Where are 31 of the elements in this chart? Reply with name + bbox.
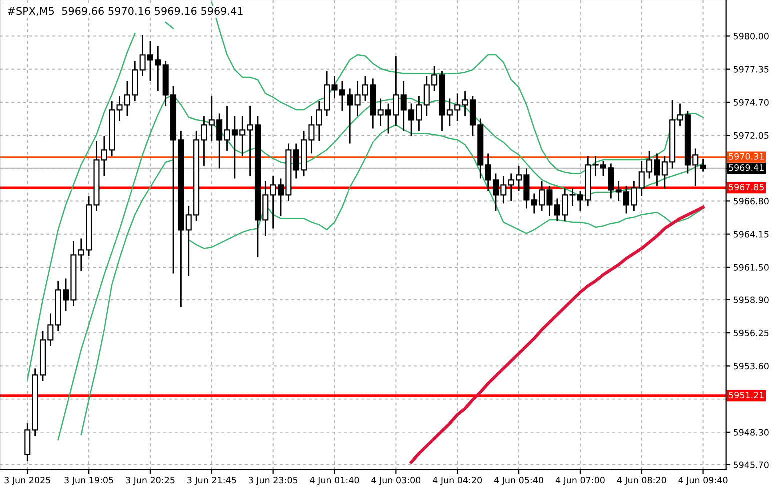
y-tick-label: 5980.00 (734, 33, 769, 40)
y-tick-label: 5945.70 (734, 462, 769, 468)
ref-line-label: 5967.85 (729, 184, 764, 191)
text: #SPX,M5 5969.66 5970.16 5969.16 5969.41 (8, 7, 243, 16)
x-tick-label: 4 Jun 04:20 (433, 477, 482, 486)
x-tick-label: 3 Jun 19:05 (64, 477, 114, 486)
x-tick-label: 4 Jun 01:40 (310, 477, 360, 486)
y-tick-label: 5966.80 (734, 198, 769, 205)
x-tick-label: 4 Jun 03:00 (372, 477, 421, 486)
y-tick-label: 5977.35 (734, 66, 769, 73)
y-tick-label: 5958.90 (734, 296, 769, 304)
x-tick-label: 4 Jun 08:20 (617, 477, 666, 486)
y-tick-label: 5948.30 (734, 429, 769, 436)
x-tick-label: 4 Jun 09:40 (678, 477, 728, 486)
x-tick-label: 3 Jun 23:05 (248, 477, 298, 486)
x-tick-label: 3 Jun 2025 (4, 477, 50, 486)
ref-line-label: 5970.31 (729, 153, 764, 160)
x-tick-label: 4 Jun 05:40 (494, 477, 544, 486)
y-tick-label: 5964.15 (734, 231, 769, 238)
y-tick-label: 5974.70 (734, 99, 769, 106)
ref-line-label: 5951.21 (729, 392, 764, 399)
ref-line-label: 5969.41 (729, 164, 764, 172)
y-tick-label: 5972.05 (734, 132, 769, 140)
y-tick-label: 5961.50 (734, 264, 769, 271)
x-tick-label: 4 Jun 07:00 (556, 477, 605, 486)
candlestick (700, 158, 706, 172)
x-tick-label: 3 Jun 21:45 (188, 477, 236, 486)
x-tick-label: 3 Jun 20:25 (126, 477, 175, 486)
line-series (410, 206, 705, 464)
y-tick-label: 5953.60 (734, 363, 769, 370)
y-tick-label: 5956.25 (734, 330, 769, 337)
